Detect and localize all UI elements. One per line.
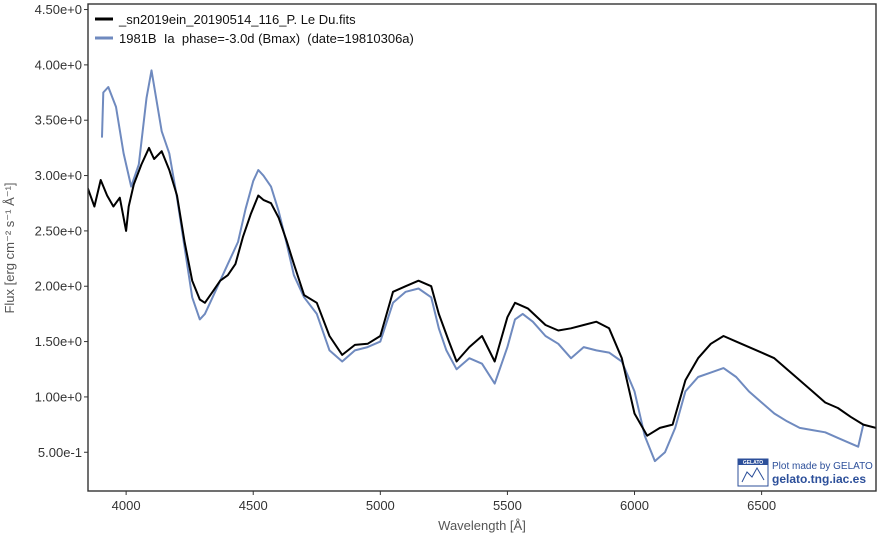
plot-frame [87,3,877,492]
gelato-watermark: GELATO Plot made by GELATO gelato.tng.ia… [737,458,873,487]
y-tick-label: 4.00e+0 [35,57,82,72]
x-tick-label: 5000 [366,498,395,513]
y-tick-label: 5.00e-1 [38,445,82,460]
legend: _sn2019ein_20190514_116_P. Le Du.fits 198… [95,12,414,46]
series-line-2 [101,69,865,463]
y-tick-label: 3.50e+0 [35,113,82,128]
x-tick-label: 4000 [112,498,141,513]
y-axis: 5.00e-1 1.00e+0 1.50e+0 2.00e+0 2.50e+0 3.00e… [35,2,88,460]
series-line-1 [88,146,876,437]
x-tick-label: 6500 [747,498,776,513]
x-axis-title: Wavelength [Å] [438,518,526,533]
gelato-logo-band [738,459,768,465]
watermark-line2: gelato.tng.iac.es [772,472,866,486]
gelato-badge-text: GELATO [743,460,763,466]
x-tick-label: 6000 [620,498,649,513]
y-tick-label: 2.00e+0 [35,279,82,294]
legend-label-1: _sn2019ein_20190514_116_P. Le Du.fits [118,12,356,27]
gelato-logo-spectrum [741,466,765,483]
watermark-line1: Plot made by GELATO [772,461,873,472]
x-axis: 4000 4500 5000 5500 6000 6500 [112,491,776,513]
y-tick-label: 1.00e+0 [35,389,82,404]
y-axis-title: Flux [erg cm⁻² s⁻¹ Å⁻¹] [2,182,17,313]
legend-label-2: 1981B Ia phase=-3.0d (Bmax) (date=198103… [119,31,414,46]
y-tick-label: 3.00e+0 [35,168,82,183]
x-tick-label: 5500 [493,498,522,513]
series-layer [88,69,876,463]
y-tick-label: 2.50e+0 [35,223,82,238]
y-tick-label: 4.50e+0 [35,2,82,17]
x-tick-label: 4500 [239,498,268,513]
y-tick-label: 1.50e+0 [35,334,82,349]
